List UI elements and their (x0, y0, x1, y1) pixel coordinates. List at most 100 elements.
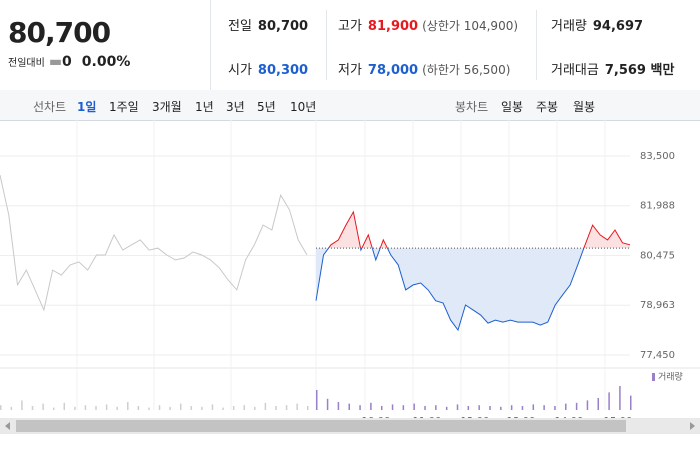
volume-bar (179, 403, 182, 410)
y-tick-label: 83,500 (640, 151, 675, 162)
value: 81,900 (367, 19, 419, 34)
volume-bar (285, 405, 288, 410)
volume-bar (348, 403, 350, 410)
divider (536, 10, 537, 80)
label: 저가 (338, 63, 362, 78)
volume-bar (52, 407, 55, 410)
chart: 83,50081,98880,47578,96377,450거래량10:0011… (0, 120, 700, 434)
volume-bar (296, 403, 298, 410)
label: 고가 (338, 19, 362, 34)
tab[interactable]: 월봉 (573, 100, 596, 114)
area-down (316, 248, 584, 330)
volume-bar (608, 392, 610, 410)
volume-bar (63, 402, 66, 410)
tab[interactable]: 3년 (226, 100, 245, 114)
volume-bar (370, 402, 372, 410)
y-tick-label: 78,963 (640, 300, 675, 311)
volume-bar (169, 406, 171, 410)
y-tick-label: 80,475 (640, 251, 675, 262)
summary-cell: 거래량 94,697 (551, 15, 643, 34)
summary-cell: 전일 80,700 (228, 15, 308, 34)
volume-bar (10, 406, 13, 410)
value: 80,300 (257, 63, 309, 78)
volume-bar (337, 402, 340, 410)
volume-bar (148, 407, 150, 410)
summary-cell: 저가 78,000 (하한가 56,500) (338, 59, 510, 78)
summary-cell: 시가 80,300 (228, 59, 308, 78)
header: 80,700 전일대비 ▬0 0.00% 전일 80,700 고가 81,900 (상한가… (0, 0, 700, 91)
volume-bar (232, 406, 235, 410)
volume-bar (316, 390, 318, 410)
legend-label: 거래량 (658, 371, 683, 383)
y-tick-label: 81,988 (640, 201, 675, 212)
volume-bar (190, 406, 193, 410)
tab[interactable]: 1년 (195, 100, 214, 114)
volume-bar (42, 403, 44, 410)
tab[interactable]: 5년 (257, 100, 276, 114)
volume-bar (445, 406, 448, 410)
change-label: 전일대비 (8, 58, 45, 69)
volume-bar (467, 406, 470, 410)
change-pct: 0.00% (81, 54, 131, 70)
value: 7,569 백만 (604, 63, 675, 78)
tab[interactable]: 주봉 (536, 100, 559, 114)
summary-cell: 고가 81,900 (상한가 104,900) (338, 15, 518, 34)
volume-bar (264, 402, 267, 410)
volume-bar (222, 407, 224, 410)
tab: 선차트 (33, 100, 67, 114)
value: 94,697 (592, 19, 644, 34)
area-up (316, 211, 630, 249)
divider (326, 10, 327, 80)
volume-bar (158, 405, 161, 410)
volume-bar (275, 406, 277, 410)
volume-bar (597, 398, 600, 410)
volume-bar (402, 405, 405, 410)
volume-bar (326, 398, 329, 410)
scroll-arrow (690, 422, 695, 430)
volume-bar (254, 406, 256, 410)
legend-swatch (652, 373, 655, 381)
volume-bar (565, 403, 567, 410)
volume-bar (116, 406, 118, 410)
volume-bar (31, 406, 34, 410)
volume-bar (532, 404, 535, 410)
tab[interactable]: 10년 (290, 100, 317, 114)
label: 시가 (228, 63, 252, 78)
label: 거래량 (551, 19, 587, 34)
change: 전일대비 ▬0 0.00% (8, 54, 130, 70)
volume-bar (243, 405, 245, 410)
summary-cell: 거래대금 7,569 백만 (551, 59, 674, 78)
volume-bar (435, 405, 437, 410)
volume-bar (424, 406, 426, 410)
volume-bar (380, 406, 383, 410)
tab[interactable]: 일봉 (501, 100, 524, 114)
volume-bar (586, 400, 589, 410)
volume-bar (0, 405, 2, 410)
price-line (0, 174, 308, 312)
period-tabs: 선차트 1일 1주일 3개월 1년 3년 5년 10년 봉차트 일봉 주봉 월봉 (0, 90, 700, 121)
volume-bar (201, 406, 203, 410)
price-line (315, 248, 585, 332)
volume-bar (456, 404, 459, 410)
volume-bar (137, 406, 140, 410)
volume-bar (307, 406, 309, 410)
label: 전일 (228, 19, 252, 34)
volume-bar (478, 405, 480, 410)
current-price: 80,700 (8, 16, 111, 49)
volume-bar (105, 404, 108, 410)
volume-bar (575, 402, 578, 410)
value: 78,000 (367, 63, 419, 78)
volume-bar (619, 386, 621, 410)
tab[interactable]: 1주일 (109, 100, 139, 114)
note: (하한가 56,500) (422, 63, 511, 77)
volume-bar (359, 405, 361, 410)
tab[interactable]: 1일 (77, 100, 97, 114)
tab[interactable]: 3개월 (152, 100, 182, 114)
volume-bar (21, 400, 23, 410)
flat-icon: ▬ (48, 54, 63, 70)
volume-bar (543, 405, 545, 410)
volume-bar (127, 402, 129, 410)
volume-bar (510, 405, 513, 410)
volume-bar (500, 406, 502, 410)
